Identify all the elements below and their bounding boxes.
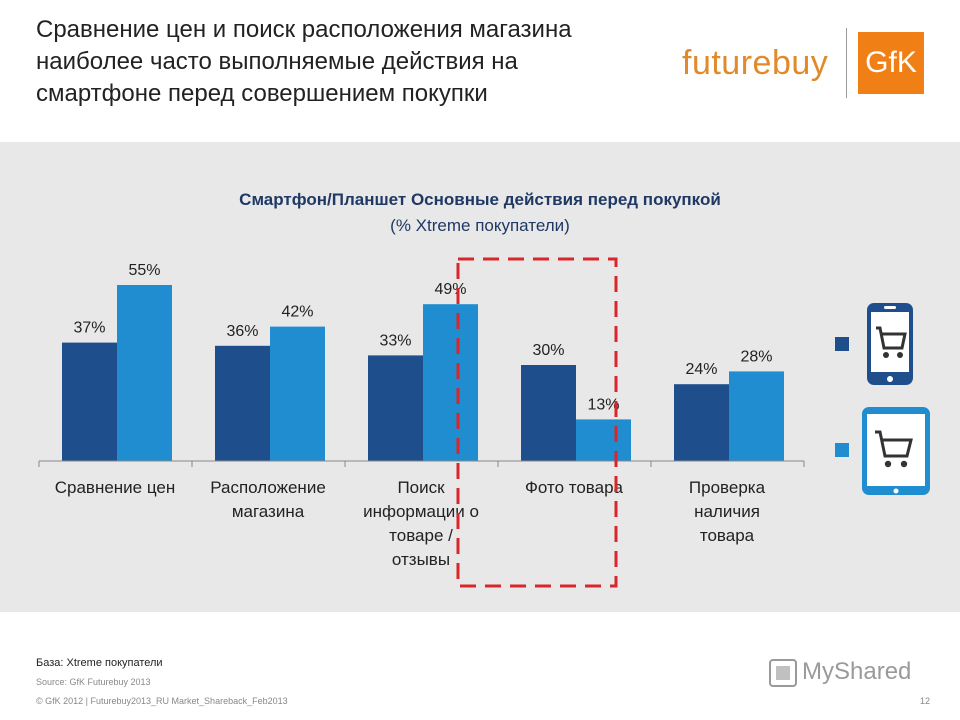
- category-label-3-line-3: товаре /: [389, 526, 453, 545]
- category-label-3-line-1: Поиск: [397, 478, 445, 497]
- data-label-s2-5: 28%: [740, 348, 772, 365]
- category-label-3-line-4: отзывы: [392, 550, 450, 569]
- bar-s2-1: [117, 285, 172, 461]
- futurebuy-logo-text: futurebuy: [682, 44, 829, 82]
- logo-divider: [846, 28, 847, 98]
- legend-swatch-tablet: [835, 443, 849, 457]
- tablet-icon: [862, 407, 930, 495]
- gfk-logo: GfK: [858, 32, 924, 94]
- bar-s2-2: [270, 326, 325, 461]
- page-number: 12: [919, 696, 930, 706]
- data-label-s1-3: 33%: [379, 332, 411, 349]
- page-title: Сравнение цен и поиск расположения магаз…: [36, 16, 572, 107]
- futurebuy-gfk-logo: futurebuy GfK: [682, 28, 930, 98]
- category-label-1-line-1: Сравнение цен: [55, 478, 176, 497]
- legend-swatch-smartphone: [835, 337, 849, 351]
- bar-s1-5: [674, 384, 729, 461]
- category-label-4-line-1: Фото товара: [525, 478, 624, 497]
- smartphone-icon: [867, 303, 913, 385]
- copyright-note: © GfK 2012 | Futurebuy2013_RU Market_Sha…: [36, 696, 288, 706]
- bar-s2-4: [576, 419, 631, 461]
- bar-s2-5: [729, 371, 784, 461]
- data-label-s1-1: 37%: [73, 320, 105, 337]
- data-label-s2-4: 13%: [587, 396, 619, 413]
- data-label-s1-5: 24%: [685, 361, 717, 378]
- myshared-watermark: MyShared: [768, 656, 938, 690]
- data-label-s1-4: 30%: [532, 342, 564, 359]
- category-label-2-line-1: Расположение: [210, 478, 326, 497]
- chart-title: Смартфон/Планшет Основные действия перед…: [239, 190, 721, 209]
- chart-subtitle: (% Xtreme покупатели): [390, 216, 570, 235]
- bar-s1-3: [368, 355, 423, 461]
- category-label-5-line-2: наличия: [694, 502, 760, 521]
- base-note: База: Xtreme покупатели: [36, 657, 163, 669]
- data-label-s2-2: 42%: [281, 304, 313, 321]
- category-label-5-line-1: Проверка: [689, 478, 766, 497]
- watermark-text: MyShared: [802, 658, 912, 685]
- category-label-3-line-2: информации о: [363, 502, 479, 521]
- highlight-box: [456, 257, 618, 588]
- bar-s1-4: [521, 365, 576, 461]
- category-label-5-line-3: товара: [700, 526, 755, 545]
- data-label-s1-2: 36%: [226, 323, 258, 340]
- bar-s1-2: [215, 345, 270, 461]
- category-label-2-line-2: магазина: [232, 502, 305, 521]
- watermark-icon: [769, 659, 797, 687]
- data-label-s2-1: 55%: [128, 262, 160, 279]
- data-label-s2-3: 49%: [434, 281, 466, 298]
- bar-s1-1: [62, 342, 117, 461]
- source-note: Source: GfK Futurebuy 2013: [36, 677, 151, 687]
- bar-s2-3: [423, 304, 478, 461]
